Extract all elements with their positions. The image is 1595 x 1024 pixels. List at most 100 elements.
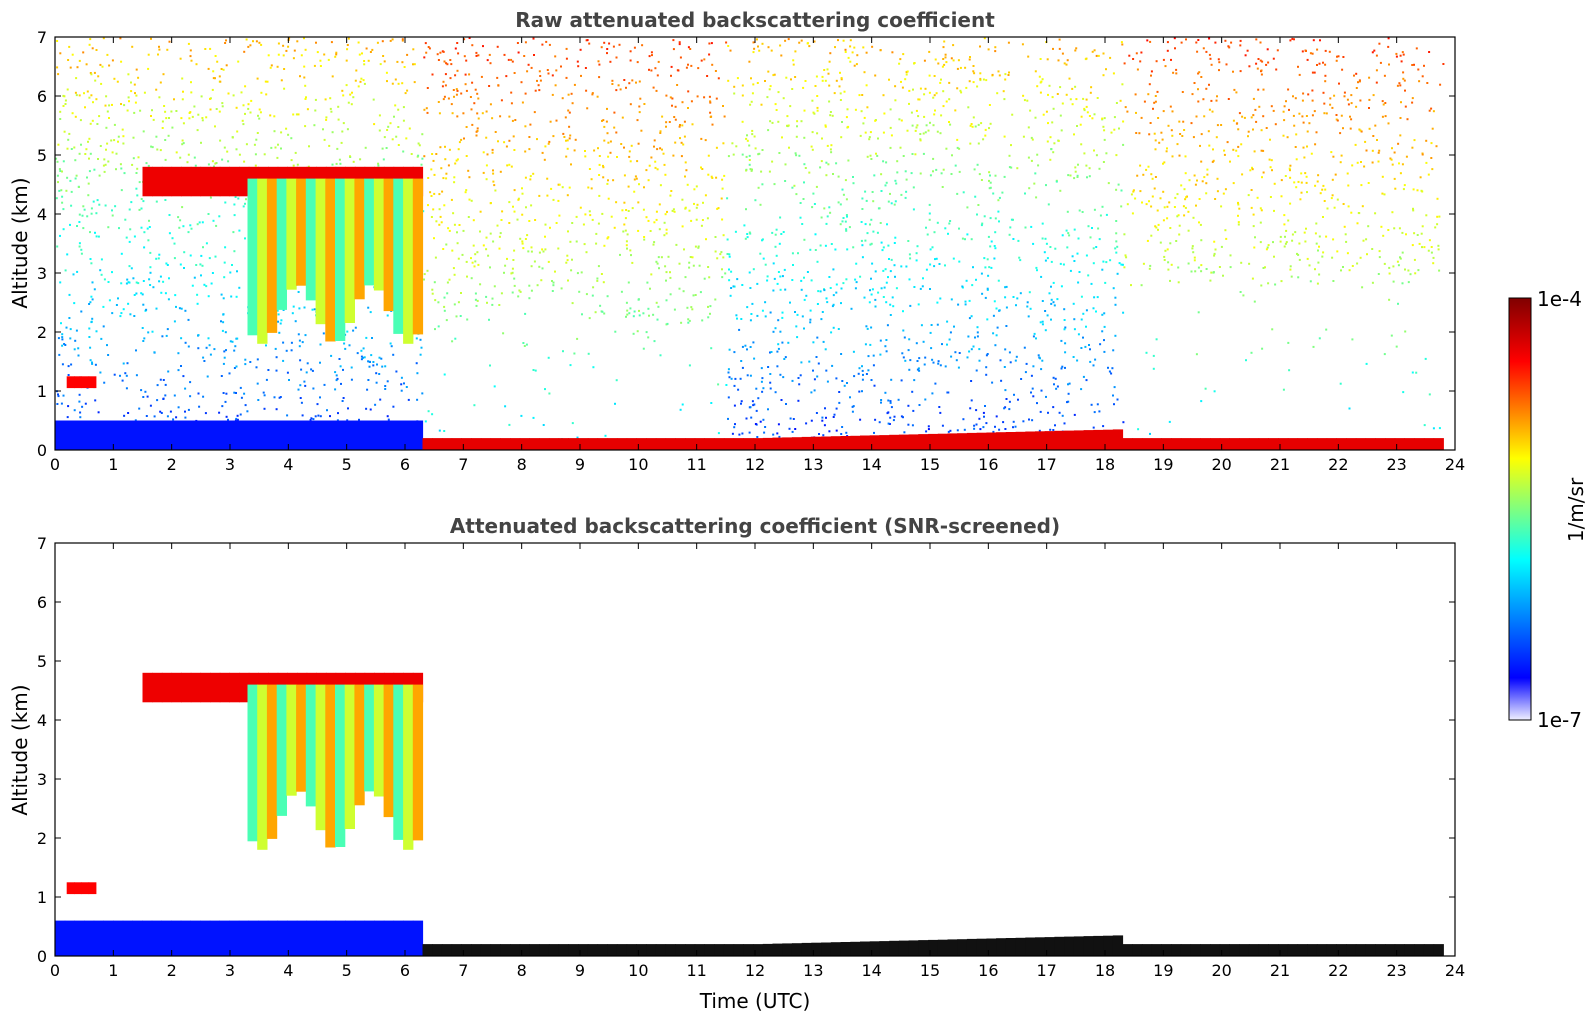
noise-pixel xyxy=(774,183,776,185)
noise-pixel xyxy=(1153,368,1155,370)
noise-pixel xyxy=(672,155,674,157)
noise-pixel xyxy=(512,292,514,294)
noise-pixel xyxy=(976,214,978,216)
cloud-cell xyxy=(210,673,220,703)
noise-pixel xyxy=(762,43,764,45)
noise-pixel xyxy=(476,251,478,253)
noise-pixel xyxy=(880,402,882,404)
noise-pixel xyxy=(1196,116,1198,118)
noise-pixel xyxy=(653,241,655,243)
noise-pixel xyxy=(1226,63,1228,65)
noise-pixel xyxy=(79,94,81,96)
noise-pixel xyxy=(955,165,957,167)
noise-pixel xyxy=(824,407,826,409)
noise-pixel xyxy=(792,252,794,254)
noise-pixel xyxy=(61,338,63,340)
noise-pixel xyxy=(1178,281,1180,283)
noise-pixel xyxy=(781,342,783,344)
noise-pixel xyxy=(1387,46,1389,48)
noise-pixel xyxy=(577,65,579,67)
noise-pixel xyxy=(1402,252,1404,254)
x-tick-label: 17 xyxy=(1036,455,1056,474)
noise-pixel xyxy=(962,418,964,420)
x-tick-label: 0 xyxy=(50,961,60,980)
noise-pixel xyxy=(1432,262,1434,264)
noise-pixel xyxy=(778,348,780,350)
noise-pixel xyxy=(811,206,813,208)
noise-pixel xyxy=(923,153,925,155)
noise-pixel xyxy=(349,155,351,157)
noise-pixel xyxy=(133,137,135,139)
noise-pixel xyxy=(70,205,72,207)
noise-pixel xyxy=(989,187,991,189)
noise-pixel xyxy=(547,69,549,71)
boundary-layer-cell xyxy=(1327,438,1337,450)
noise-pixel xyxy=(1150,235,1152,237)
noise-pixel xyxy=(105,205,107,207)
noise-pixel xyxy=(444,158,446,160)
noise-pixel xyxy=(708,43,710,45)
noise-pixel xyxy=(127,362,129,364)
boundary-layer-cell xyxy=(1307,438,1317,450)
boundary-layer-cell xyxy=(1366,438,1376,450)
noise-pixel xyxy=(1090,86,1092,88)
noise-pixel xyxy=(1155,139,1157,141)
noise-pixel xyxy=(767,366,769,368)
noise-pixel xyxy=(835,162,837,164)
noise-pixel xyxy=(652,314,654,316)
noise-pixel xyxy=(541,248,543,250)
noise-pixel xyxy=(208,213,210,215)
noise-pixel xyxy=(1094,113,1096,115)
noise-pixel xyxy=(1394,152,1396,154)
noise-pixel xyxy=(106,54,108,56)
noise-pixel xyxy=(113,78,115,80)
noise-pixel xyxy=(221,294,223,296)
noise-pixel xyxy=(573,353,575,355)
noise-pixel xyxy=(1284,236,1286,238)
noise-pixel xyxy=(905,191,907,193)
noise-pixel xyxy=(1298,243,1300,245)
noise-pixel xyxy=(843,40,845,42)
noise-pixel xyxy=(607,236,609,238)
x-tick-label: 14 xyxy=(861,455,881,474)
noise-pixel xyxy=(244,85,246,87)
noise-pixel xyxy=(133,157,135,159)
noise-pixel xyxy=(871,294,873,296)
precipitating-cloud-cell xyxy=(248,179,258,336)
noise-pixel xyxy=(798,155,800,157)
noise-pixel xyxy=(997,211,999,213)
noise-pixel xyxy=(900,147,902,149)
noise-pixel xyxy=(733,426,735,428)
noise-pixel xyxy=(1089,167,1091,169)
noise-pixel xyxy=(1336,250,1338,252)
noise-pixel xyxy=(938,360,940,362)
noise-pixel xyxy=(775,246,777,248)
noise-pixel xyxy=(755,388,757,390)
boundary-layer-cell xyxy=(1181,944,1191,956)
noise-pixel xyxy=(501,210,503,212)
noise-pixel xyxy=(840,433,842,435)
noise-pixel xyxy=(539,252,541,254)
noise-pixel xyxy=(595,243,597,245)
noise-pixel xyxy=(337,106,339,108)
boundary-layer-cell xyxy=(1016,938,1026,956)
noise-pixel xyxy=(928,130,930,132)
noise-pixel xyxy=(146,162,148,164)
noise-pixel xyxy=(925,88,927,90)
noise-pixel xyxy=(104,278,106,280)
noise-pixel xyxy=(233,94,235,96)
noise-pixel xyxy=(606,108,608,110)
noise-pixel xyxy=(1267,247,1269,249)
noise-pixel xyxy=(808,172,810,174)
noise-pixel xyxy=(90,296,92,298)
noise-pixel xyxy=(828,276,830,278)
noise-pixel xyxy=(671,98,673,100)
noise-pixel xyxy=(457,90,459,92)
noise-pixel xyxy=(224,357,226,359)
noise-pixel xyxy=(508,140,510,142)
noise-pixel xyxy=(275,348,277,350)
noise-pixel xyxy=(850,39,852,41)
noise-pixel xyxy=(1343,203,1345,205)
noise-pixel xyxy=(1414,139,1416,141)
noise-pixel xyxy=(684,121,686,123)
